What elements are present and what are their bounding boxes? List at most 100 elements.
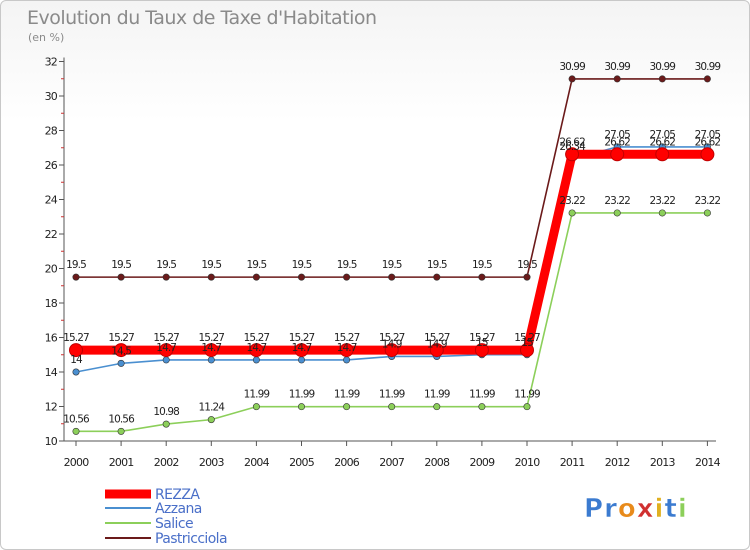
data-point-salice [72, 427, 80, 435]
y-tick-label: 28 [45, 125, 58, 138]
data-label-salice: 11.99 [424, 389, 450, 401]
data-label-azzana: 26.34 [559, 141, 586, 153]
x-tick-label: 2008 [424, 456, 450, 469]
data-label-azzana: 27.05 [650, 129, 676, 141]
data-point-pastricciola [297, 273, 305, 281]
data-label-pastricciola: 19.5 [201, 259, 221, 271]
data-point-azzana [207, 356, 215, 364]
data-point-rezza [655, 147, 670, 162]
data-label-rezza: 15.27 [469, 332, 495, 344]
data-point-rezza [114, 343, 129, 358]
data-label-salice: 11.99 [289, 389, 315, 401]
data-point-azzana [162, 356, 170, 364]
data-label-rezza: 15.27 [424, 332, 450, 344]
data-label-salice: 10.98 [153, 406, 179, 418]
data-label-pastricciola: 19.5 [247, 259, 267, 271]
data-point-pastricciola [523, 273, 531, 281]
data-label-rezza: 15.27 [63, 332, 89, 344]
y-tick-label: 24 [45, 194, 58, 207]
x-tick-label: 2003 [199, 456, 225, 469]
x-tick-label: 2011 [560, 456, 585, 469]
y-tick-label: 26 [45, 159, 58, 172]
data-label-salice: 23.22 [650, 195, 676, 207]
data-point-pastricciola [478, 273, 486, 281]
data-label-pastricciola: 19.5 [292, 259, 312, 271]
data-point-rezza [159, 343, 174, 358]
x-tick-label: 2000 [64, 456, 90, 469]
y-tick-label: 32 [45, 56, 57, 69]
y-tick-label: 12 [45, 401, 57, 414]
data-label-azzana: 14.7 [292, 342, 312, 354]
data-point-rezza [339, 343, 354, 358]
data-label-pastricciola: 30.99 [604, 61, 630, 73]
data-point-pastricciola [568, 75, 576, 83]
data-label-azzana: 14 [70, 354, 83, 366]
data-point-rezza [565, 147, 580, 162]
data-label-salice: 11.99 [334, 389, 360, 401]
data-label-pastricciola: 30.99 [559, 61, 585, 73]
data-point-rezza [249, 343, 264, 358]
data-label-rezza: 15.27 [244, 332, 270, 344]
data-point-salice [613, 209, 621, 217]
data-point-salice [703, 209, 711, 217]
data-point-azzana [297, 356, 305, 364]
data-point-rezza [700, 147, 715, 162]
data-label-rezza: 26.62 [559, 136, 585, 148]
x-tick-label: 2007 [379, 456, 405, 469]
data-point-salice [207, 416, 215, 424]
data-label-rezza: 15.27 [153, 332, 179, 344]
data-point-salice [388, 403, 396, 411]
data-point-pastricciola [117, 273, 125, 281]
data-label-salice: 11.99 [244, 389, 270, 401]
data-label-rezza: 26.62 [650, 136, 676, 148]
data-label-salice: 23.22 [604, 195, 630, 207]
data-label-azzana: 15 [521, 337, 533, 349]
data-point-salice [343, 403, 351, 411]
data-label-azzana: 14.7 [201, 342, 221, 354]
y-tick-label: 14 [45, 366, 58, 379]
series-line-pastricciola [75, 78, 709, 278]
data-label-salice: 23.22 [559, 195, 585, 207]
x-tick-label: 2014 [695, 456, 721, 469]
data-label-pastricciola: 19.5 [427, 259, 447, 271]
y-tick-label: 22 [45, 228, 57, 241]
data-label-pastricciola: 19.5 [517, 259, 537, 271]
data-point-pastricciola [613, 75, 621, 83]
x-tick-label: 2010 [515, 456, 541, 469]
data-point-rezza [474, 343, 489, 358]
x-tick-label: 2001 [109, 456, 134, 469]
legend-label-azzana: Azzana [155, 501, 202, 517]
data-label-salice: 11.99 [469, 389, 495, 401]
chart-title: Evolution du Taux de Taxe d'Habitation [27, 7, 377, 29]
x-tick-label: 2012 [605, 456, 630, 469]
data-label-azzana: 15 [476, 337, 488, 349]
data-point-salice [658, 209, 666, 217]
data-point-rezza [69, 343, 83, 358]
data-label-azzana: 14.7 [247, 342, 267, 354]
data-point-salice [478, 403, 486, 411]
data-point-salice [568, 209, 576, 217]
data-label-rezza: 15.27 [334, 332, 360, 344]
data-label-salice: 10.56 [63, 413, 90, 425]
data-point-pastricciola [72, 273, 80, 281]
x-tick-label: 2002 [154, 456, 179, 469]
x-tick-label: 2006 [334, 456, 360, 469]
data-label-salice: 10.56 [108, 413, 135, 425]
data-point-azzana [72, 368, 80, 376]
x-tick-label: 2004 [244, 456, 270, 469]
data-label-salice: 11.24 [199, 402, 226, 414]
data-point-azzana [252, 356, 260, 364]
data-label-pastricciola: 30.99 [695, 61, 721, 73]
data-label-rezza: 15.27 [289, 332, 315, 344]
series-line-rezza [71, 149, 712, 355]
data-point-pastricciola [162, 273, 170, 281]
data-point-pastricciola [703, 75, 711, 83]
proxiti-logo: Proxiti [584, 494, 688, 524]
data-label-salice: 11.99 [514, 389, 540, 401]
data-label-azzana: 14.5 [111, 345, 131, 357]
data-label-pastricciola: 19.5 [111, 259, 131, 271]
data-label-pastricciola: 30.99 [650, 61, 676, 73]
data-point-pastricciola [433, 273, 441, 281]
